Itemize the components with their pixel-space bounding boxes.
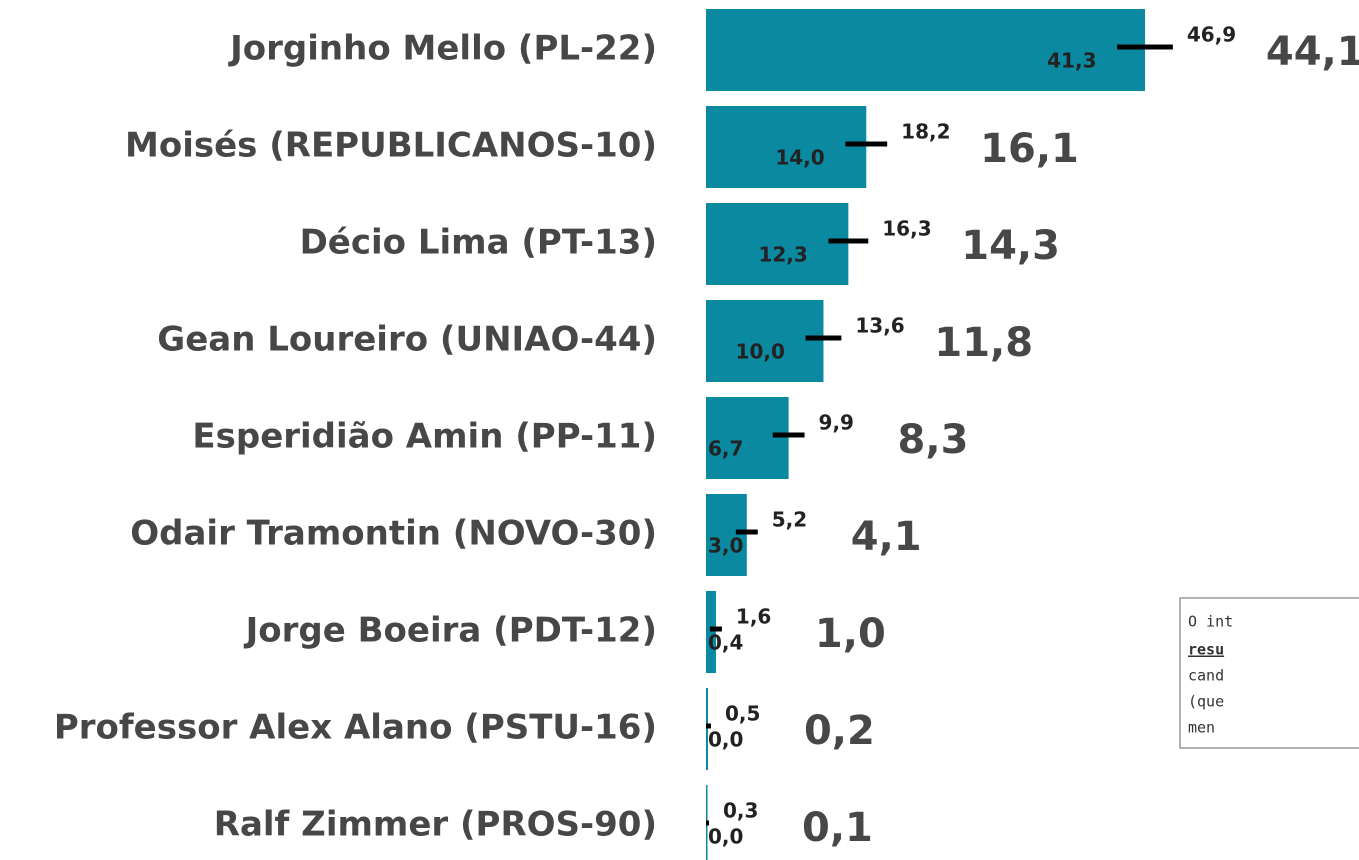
category-label: Professor Alex Alano (PSTU-16) (54, 708, 657, 748)
category-label: Odair Tramontin (NOVO-30) (130, 514, 657, 554)
bar (706, 300, 824, 382)
value-label: 4,1 (851, 514, 922, 560)
value-label: 44,1 (1266, 29, 1359, 75)
value-label: 8,3 (898, 417, 969, 463)
category-label: Jorge Boeira (PDT-12) (244, 611, 657, 651)
upper-label: 0,3 (723, 799, 758, 823)
upper-label: 1,6 (736, 605, 771, 629)
value-label: 0,1 (802, 805, 873, 851)
lower-label: 3,0 (708, 534, 743, 558)
value-label: 0,2 (804, 708, 875, 754)
upper-label: 18,2 (901, 120, 950, 144)
upper-label: 9,9 (819, 411, 854, 435)
bar (706, 397, 789, 479)
bar (706, 591, 716, 673)
lower-label: 0,4 (708, 631, 743, 655)
lower-label: 14,0 (775, 146, 824, 170)
value-label: 16,1 (980, 126, 1079, 172)
upper-label: 13,6 (855, 314, 904, 338)
lower-label: 0,0 (708, 825, 743, 849)
category-label: Moisés (REPUBLICANOS-10) (125, 126, 657, 166)
bar (706, 688, 708, 770)
note-line: men (1188, 719, 1215, 737)
category-label: Ralf Zimmer (PROS-90) (214, 805, 657, 845)
category-label: Esperidião Amin (PP-11) (192, 417, 657, 457)
note-box (1179, 597, 1359, 749)
upper-label: 0,5 (725, 702, 760, 726)
upper-label: 5,2 (772, 508, 807, 532)
lower-label: 6,7 (708, 437, 743, 461)
lower-label: 41,3 (1047, 49, 1096, 73)
category-label: Gean Loureiro (UNIAO-44) (157, 320, 657, 360)
category-label: Jorginho Mello (PL-22) (228, 29, 657, 69)
note-line: (que (1188, 693, 1224, 711)
bar (706, 9, 1146, 91)
note-line: cand (1188, 667, 1224, 685)
value-label: 11,8 (934, 320, 1033, 366)
bar (706, 106, 867, 188)
lower-label: 12,3 (758, 243, 807, 267)
category-label: Décio Lima (PT-13) (300, 223, 657, 263)
value-label: 14,3 (961, 223, 1060, 269)
upper-label: 46,9 (1187, 23, 1236, 47)
note-line: resu (1188, 641, 1224, 659)
note-line: O int (1188, 613, 1233, 631)
bar (706, 494, 747, 576)
lower-label: 0,0 (708, 728, 743, 752)
bar (706, 203, 849, 285)
value-label: 1,0 (815, 611, 886, 657)
upper-label: 16,3 (882, 217, 931, 241)
lower-label: 10,0 (736, 340, 785, 364)
